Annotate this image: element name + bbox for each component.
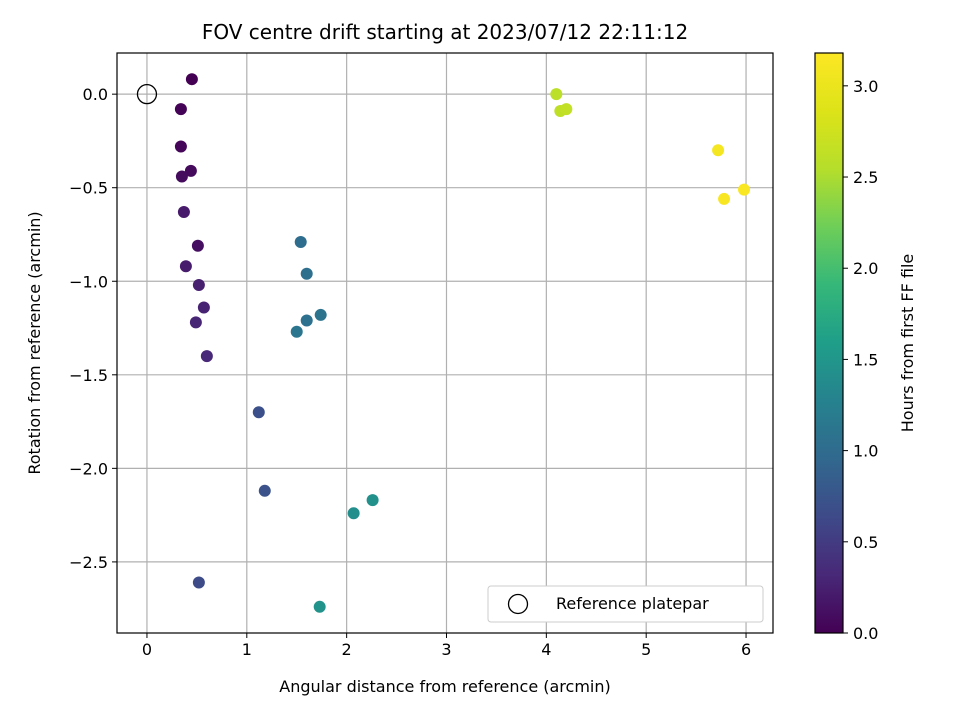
data-point bbox=[189, 316, 202, 329]
chart-title: FOV centre drift starting at 2023/07/12 … bbox=[202, 20, 688, 44]
data-point bbox=[252, 406, 265, 419]
colorbar-ticks: 0.0 0.5 1.0 1.5 2.0 2.5 3.0 bbox=[843, 77, 878, 643]
reference-platepar-marker bbox=[136, 84, 158, 105]
colorbar-tick-label: 2.0 bbox=[853, 259, 878, 278]
colorbar-tick-label: 2.5 bbox=[853, 168, 878, 187]
data-point bbox=[191, 239, 204, 252]
legend-marker-reference bbox=[507, 593, 529, 615]
colorbar: 0.0 0.5 1.0 1.5 2.0 2.5 3.0 Hours from first F… bbox=[814, 52, 917, 643]
colorbar-tick-label: 1.0 bbox=[853, 442, 878, 461]
data-point bbox=[294, 235, 307, 248]
data-point bbox=[718, 192, 731, 205]
colorbar-tick-label: 1.5 bbox=[853, 350, 878, 369]
x-tick-label: 5 bbox=[641, 640, 651, 659]
data-point bbox=[177, 206, 190, 219]
x-tick-label: 4 bbox=[541, 640, 551, 659]
y-axis-label: Rotation from reference (arcmin) bbox=[25, 211, 44, 474]
data-point bbox=[184, 164, 197, 177]
data-point bbox=[197, 301, 210, 314]
data-point bbox=[313, 600, 326, 613]
y-tick-label: −1.5 bbox=[69, 366, 108, 385]
x-tick-label: 1 bbox=[242, 640, 252, 659]
data-point bbox=[314, 308, 327, 321]
data-point bbox=[366, 494, 379, 507]
data-point bbox=[179, 260, 192, 273]
data-point bbox=[738, 183, 751, 196]
colorbar-gradient bbox=[814, 52, 844, 634]
data-point bbox=[192, 576, 205, 589]
x-tick-label: 2 bbox=[342, 640, 352, 659]
data-point bbox=[560, 103, 573, 116]
plot-frame bbox=[116, 52, 774, 634]
data-point bbox=[290, 325, 303, 338]
data-point bbox=[185, 73, 198, 86]
y-tick-label: 0.0 bbox=[83, 85, 108, 104]
y-tick-label: −2.5 bbox=[69, 553, 108, 572]
y-axis: 0.0 −0.5 −1.0 −1.5 −2.0 −2.5 bbox=[69, 85, 117, 572]
data-point bbox=[258, 484, 271, 497]
x-axis-label: Angular distance from reference (arcmin) bbox=[279, 677, 610, 696]
colorbar-tick-label: 0.5 bbox=[853, 533, 878, 552]
data-point bbox=[300, 314, 313, 327]
x-tick-label: 6 bbox=[741, 640, 751, 659]
colorbar-label: Hours from first FF file bbox=[898, 254, 917, 433]
legend-label-reference: Reference platepar bbox=[556, 594, 709, 613]
data-point bbox=[300, 267, 313, 280]
data-point bbox=[347, 507, 360, 520]
colorbar-tick-label: 0.0 bbox=[853, 624, 878, 643]
colorbar-tick-label: 3.0 bbox=[853, 77, 878, 96]
legend: Reference platepar bbox=[487, 585, 764, 623]
data-point bbox=[174, 103, 187, 116]
legend-box bbox=[487, 585, 764, 623]
data-point bbox=[192, 279, 205, 291]
grid-lines bbox=[117, 53, 773, 633]
x-axis: 0 1 2 3 4 5 6 bbox=[142, 633, 751, 659]
x-tick-label: 0 bbox=[142, 640, 152, 659]
data-points bbox=[136, 73, 751, 613]
y-tick-label: −2.0 bbox=[69, 459, 108, 478]
data-point bbox=[175, 170, 188, 183]
x-tick-label: 3 bbox=[441, 640, 451, 659]
y-tick-label: −1.0 bbox=[69, 272, 108, 291]
y-tick-label: −0.5 bbox=[69, 179, 108, 198]
data-point bbox=[550, 88, 563, 101]
data-point bbox=[200, 350, 213, 363]
data-point bbox=[712, 144, 725, 157]
data-point bbox=[174, 140, 187, 153]
